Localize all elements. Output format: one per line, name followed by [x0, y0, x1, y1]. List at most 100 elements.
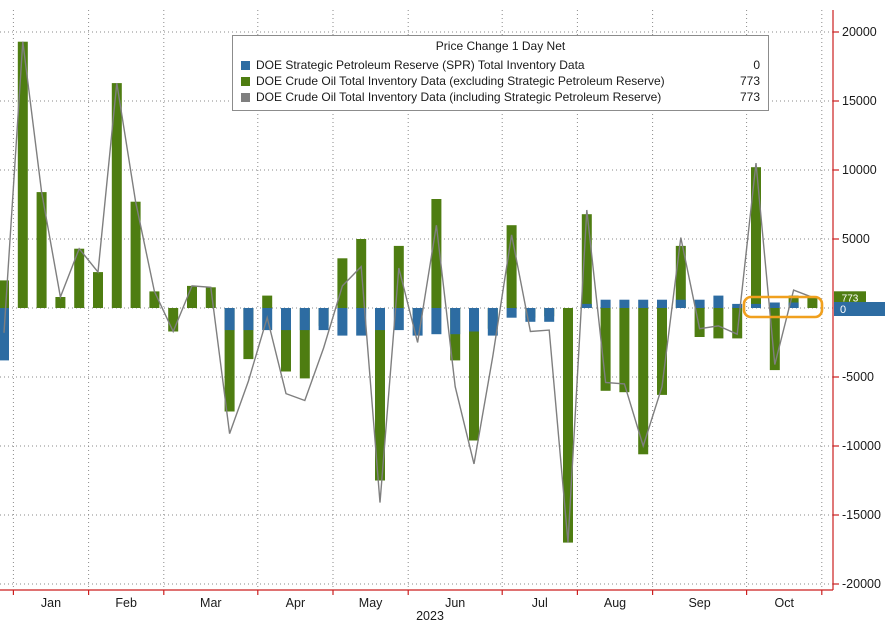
- month-label: Aug: [604, 596, 626, 610]
- bar-crude-ex-spr: [0, 280, 9, 308]
- month-label: Mar: [200, 596, 222, 610]
- bar-crude-ex-spr: [619, 308, 630, 393]
- bar-spr: [713, 295, 724, 308]
- bar-crude-ex-spr: [694, 308, 705, 337]
- legend-label-crude-incl-spr: DOE Crude Oil Total Inventory Data (incl…: [256, 90, 662, 104]
- year-label: 2023: [416, 609, 444, 623]
- bar-crude-ex-spr: [205, 287, 216, 308]
- legend-row-spr[interactable]: DOE Strategic Petroleum Reserve (SPR) To…: [241, 57, 760, 73]
- bar-spr: [412, 308, 423, 336]
- crude-ex-spr-series-swatch-icon: [241, 76, 250, 86]
- last-value-chip-spr: [834, 302, 885, 316]
- bar-crude-ex-spr: [74, 248, 85, 308]
- bar-spr: [487, 308, 498, 336]
- bar-spr: [657, 299, 667, 308]
- y-axis-tick-label: 5000: [842, 232, 870, 246]
- bar-crude-ex-spr: [337, 258, 348, 308]
- bar-crude-ex-spr: [375, 308, 385, 481]
- bar-spr: [619, 299, 630, 308]
- bar-spr: [769, 302, 780, 308]
- legend-value-spr: 0: [753, 58, 760, 72]
- bar-spr: [375, 308, 385, 331]
- bar-crude-ex-spr: [563, 308, 573, 543]
- bar-spr: [544, 308, 555, 322]
- legend-row-crude-ex-spr[interactable]: DOE Crude Oil Total Inventory Data (excl…: [241, 73, 760, 89]
- y-axis-tick-label: -15000: [842, 508, 881, 522]
- bar-crude-ex-spr: [751, 167, 761, 308]
- bar-crude-ex-spr: [788, 295, 799, 308]
- month-label: Jan: [41, 596, 61, 610]
- bar-crude-ex-spr: [243, 308, 254, 360]
- bar-spr: [694, 299, 705, 308]
- legend-row-crude-incl-spr[interactable]: DOE Crude Oil Total Inventory Data (incl…: [241, 89, 760, 105]
- bar-spr: [469, 308, 479, 332]
- bar-crude-ex-spr: [111, 83, 122, 308]
- legend-label-spr: DOE Strategic Petroleum Reserve (SPR) To…: [256, 58, 585, 72]
- y-axis-tick-label: 20000: [842, 25, 877, 39]
- legend-label-crude-ex-spr: DOE Crude Oil Total Inventory Data (excl…: [256, 74, 665, 88]
- bar-crude-ex-spr: [17, 41, 28, 308]
- bar-spr: [393, 308, 404, 331]
- month-label: Jul: [532, 596, 548, 610]
- month-label: Feb: [115, 596, 137, 610]
- bar-crude-ex-spr: [299, 308, 310, 379]
- month-label: Apr: [286, 596, 305, 610]
- spr-series-swatch-icon: [241, 60, 250, 70]
- bar-crude-ex-spr: [769, 308, 780, 371]
- bar-crude-ex-spr: [807, 297, 818, 308]
- bar-spr: [506, 308, 517, 318]
- bar-spr: [356, 308, 367, 336]
- bar-spr: [751, 303, 761, 308]
- bar-spr: [243, 308, 254, 331]
- bar-spr: [525, 308, 536, 322]
- bar-spr: [0, 308, 9, 361]
- y-axis-tick-label: -5000: [842, 370, 874, 384]
- bar-crude-ex-spr: [431, 199, 442, 308]
- bar-crude-ex-spr: [600, 308, 611, 391]
- y-axis-tick-label: -20000: [842, 577, 881, 591]
- highlight-annotation-box[interactable]: [742, 295, 824, 319]
- legend-value-crude-incl-spr: 773: [739, 90, 760, 104]
- legend-title: Price Change 1 Day Net: [435, 39, 566, 53]
- last-value-chip-crude: [834, 291, 866, 304]
- last-value-chip-spr-text: 0: [840, 304, 846, 316]
- bar-crude-ex-spr: [281, 308, 291, 372]
- y-axis-tick-label: 15000: [842, 94, 877, 108]
- bar-spr: [337, 308, 348, 336]
- bar-crude-ex-spr: [732, 308, 743, 339]
- total-line: [3, 41, 813, 543]
- bar-crude-ex-spr: [130, 201, 141, 308]
- bar-spr: [581, 303, 592, 308]
- bar-crude-ex-spr: [657, 308, 667, 395]
- month-label: Sep: [688, 596, 710, 610]
- bar-crude-ex-spr: [506, 225, 517, 308]
- bar-spr: [638, 299, 649, 308]
- bar-crude-ex-spr: [581, 214, 592, 308]
- bar-crude-ex-spr: [93, 272, 103, 308]
- bar-spr: [299, 308, 310, 331]
- bar-spr: [431, 308, 442, 335]
- bar-crude-ex-spr: [393, 245, 404, 308]
- bar-crude-ex-spr: [675, 245, 686, 308]
- bar-spr: [450, 308, 461, 335]
- bar-spr: [281, 308, 291, 331]
- bar-crude-ex-spr: [55, 297, 66, 308]
- bar-crude-ex-spr: [469, 308, 479, 441]
- bar-spr: [732, 303, 743, 308]
- bar-crude-ex-spr: [262, 295, 273, 308]
- y-axis-tick-label: -10000: [842, 439, 881, 453]
- bar-crude-ex-spr: [36, 192, 47, 308]
- bar-spr: [224, 308, 235, 331]
- bar-crude-ex-spr: [638, 308, 649, 455]
- last-value-chip-crude-text: 773: [842, 293, 859, 304]
- bar-spr: [675, 299, 686, 308]
- crude-incl-spr-series-swatch-icon: [241, 92, 250, 102]
- month-label: Oct: [774, 596, 794, 610]
- bar-spr: [600, 299, 611, 308]
- legend-value-crude-ex-spr: 773: [739, 74, 760, 88]
- month-label: May: [359, 596, 383, 610]
- bar-crude-ex-spr: [168, 308, 179, 332]
- bar-crude-ex-spr: [149, 291, 160, 308]
- bar-spr: [318, 308, 329, 331]
